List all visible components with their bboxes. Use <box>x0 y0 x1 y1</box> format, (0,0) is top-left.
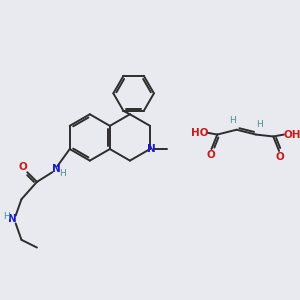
Text: H: H <box>229 116 236 124</box>
Text: H: H <box>3 212 9 221</box>
Text: H: H <box>60 169 66 178</box>
Text: OH: OH <box>284 130 300 140</box>
Text: HO: HO <box>191 128 208 138</box>
Text: N: N <box>52 164 61 174</box>
Text: N: N <box>147 144 155 154</box>
Text: H: H <box>256 120 263 129</box>
Text: O: O <box>206 150 215 160</box>
Text: O: O <box>276 152 284 162</box>
Text: N: N <box>8 214 17 224</box>
Text: O: O <box>18 162 27 172</box>
